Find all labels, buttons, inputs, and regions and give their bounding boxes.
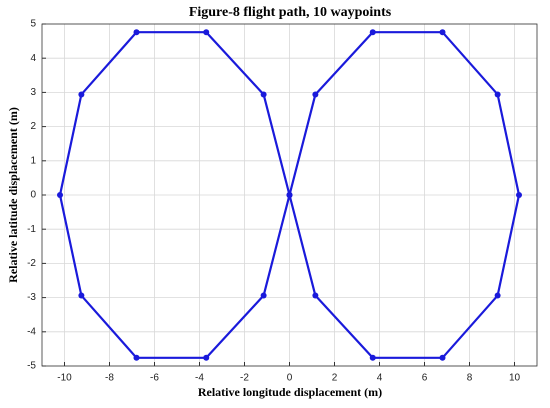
- x-tick-label: 0: [287, 373, 293, 384]
- x-tick-label: 4: [377, 373, 383, 384]
- y-tick-label: -4: [27, 326, 36, 337]
- y-tick-label: -2: [27, 258, 36, 269]
- y-tick-label: -1: [27, 224, 36, 235]
- waypoint: [203, 354, 210, 361]
- waypoint: [286, 192, 293, 198]
- y-tick-label: -5: [27, 361, 36, 372]
- waypoint: [494, 292, 501, 299]
- waypoint: [516, 192, 522, 198]
- waypoint: [78, 292, 85, 299]
- y-tick-label: 0: [30, 190, 36, 201]
- x-tick-label: -8: [105, 373, 114, 384]
- x-tick-label: 8: [467, 373, 473, 384]
- x-tick-label: -2: [240, 373, 249, 384]
- waypoint: [260, 292, 267, 299]
- waypoint: [133, 29, 140, 36]
- chart-title: Figure-8 flight path, 10 waypoints: [189, 5, 392, 20]
- waypoint: [203, 29, 210, 36]
- x-tick-label: 6: [422, 373, 428, 384]
- y-axis-label: Relative latitude displacement (m): [6, 107, 20, 283]
- x-tick-label: -6: [150, 373, 159, 384]
- waypoint: [439, 354, 446, 361]
- waypoint: [369, 29, 376, 36]
- x-tick-label: 10: [509, 373, 521, 384]
- x-axis-label: Relative longitude displacement (m): [198, 385, 382, 399]
- waypoint: [133, 354, 140, 361]
- y-tick-label: 3: [30, 87, 36, 98]
- y-tick-label: 2: [30, 121, 36, 132]
- x-tick-label: -4: [195, 373, 204, 384]
- y-tick-label: 5: [30, 19, 36, 30]
- waypoint: [260, 91, 267, 98]
- x-tick-label: 2: [332, 373, 338, 384]
- y-tick-label: 4: [30, 53, 36, 64]
- waypoint: [439, 29, 446, 36]
- x-tick-label: -10: [57, 373, 72, 384]
- waypoint: [57, 192, 63, 198]
- waypoint: [312, 91, 319, 98]
- waypoint: [78, 91, 85, 98]
- waypoint: [369, 354, 376, 361]
- y-tick-label: -3: [27, 292, 36, 303]
- waypoint: [494, 91, 501, 98]
- y-tick-label: 1: [30, 155, 36, 166]
- waypoint: [312, 292, 319, 299]
